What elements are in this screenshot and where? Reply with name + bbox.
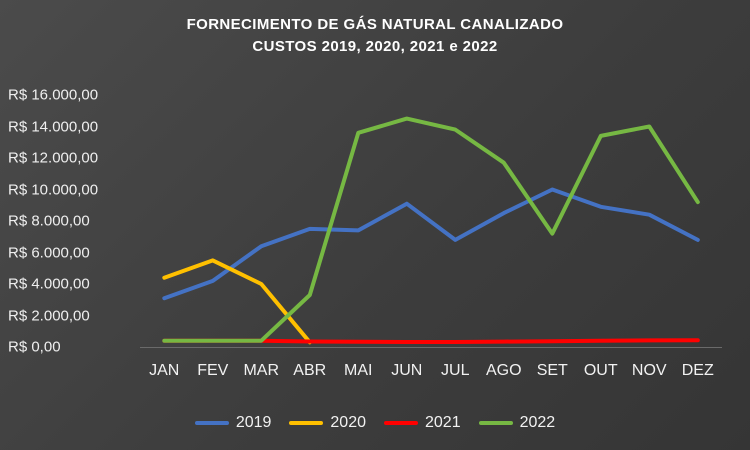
legend-item-2020: 2020 [289,414,366,432]
legend-label-2022: 2022 [519,414,556,431]
legend-item-2021: 2021 [384,414,461,432]
legend-item-2019: 2019 [194,414,272,432]
y-axis-tick-label: R$ 2.000,00 [8,307,90,324]
legend-label-2020: 2020 [330,414,366,431]
x-axis-category-label: DEZ [681,362,714,379]
series-line-2022 [162,116,700,343]
x-axis-category-label: JUL [441,362,470,379]
series-line-2020 [162,258,312,345]
y-axis-tick-label: R$ 12.000,00 [8,149,99,167]
y-axis-tick-label: R$ 8.000,00 [8,212,90,230]
x-axis-category-label: FEV [197,362,229,379]
series-line-2019 [162,187,700,301]
x-axis-category-label: ABR [293,362,327,379]
legend-item-2022: 2022 [478,414,556,432]
y-axis-tick-label: R$ 14.000,00 [8,118,99,135]
x-axis-category-label: NOV [631,362,667,379]
legend-label-2019: 2019 [235,414,272,431]
legend-swatch-2020 [289,421,324,425]
x-axis-category-label: MAI [344,362,373,379]
y-axis-tick-label: R$ 6.000,00 [8,244,90,261]
chart-title: FORNECIMENTO DE GÁS NATURAL CANALIZADO C… [0,14,750,58]
legend-label-2021: 2021 [425,414,461,431]
y-axis-tick-label: R$ 4.000,00 [8,275,90,293]
x-axis-category-label: OUT [583,362,618,379]
x-axis-category-label: MAR [243,362,280,379]
x-axis-category-label: JAN [149,362,180,379]
legend-swatch-2022 [478,421,513,425]
y-axis-tick-label: R$ 0,00 [8,338,61,356]
x-axis-category-label: AGO [485,362,522,379]
x-axis-category-label: JUN [391,362,423,379]
chart-title-line2: CUSTOS 2019, 2020, 2021 e 2022 [252,38,498,55]
y-axis-tick-label: R$ 16.000,00 [8,86,99,104]
chart-title-line1: FORNECIMENTO DE GÁS NATURAL CANALIZADO [186,16,564,33]
legend-swatch-2021 [384,421,418,425]
legend: 2019 2020 2021 2022 [0,414,750,432]
legend-swatch-2019 [194,421,229,425]
y-axis-tick-label: R$ 10.000,00 [8,181,99,198]
x-axis-line [140,347,722,348]
x-axis-category-label: SET [536,362,568,379]
